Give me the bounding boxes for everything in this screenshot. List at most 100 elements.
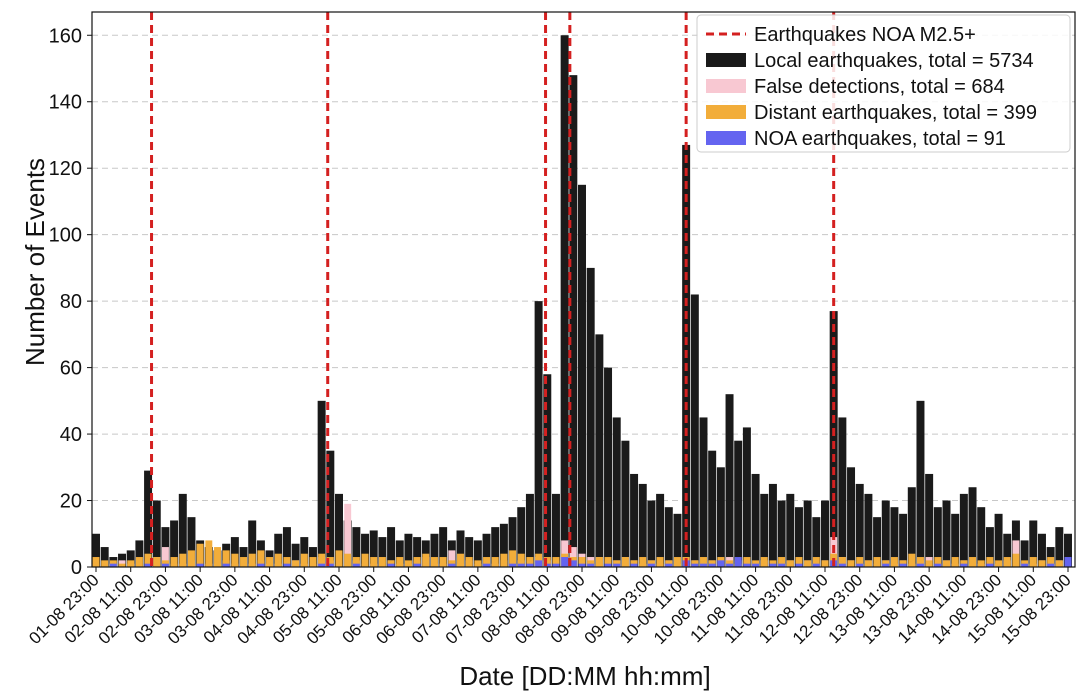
bar [986,563,994,567]
bar [934,563,942,567]
bar [482,533,491,567]
bar [994,513,1003,567]
bar [700,557,707,567]
bar [135,540,144,567]
bar [856,563,864,567]
bar [144,563,152,567]
bar [899,563,907,567]
bar [890,557,898,567]
y-tick-label: 40 [60,424,82,446]
bar [500,553,508,567]
bar [942,500,951,567]
legend-box [696,14,1071,153]
bar [551,493,560,567]
bar [925,560,933,567]
bar [170,557,178,567]
bar [604,563,612,567]
bar [413,563,421,567]
bar [700,563,707,567]
bar [508,517,517,567]
bar [804,560,812,567]
bar [257,550,265,567]
bar [778,557,786,567]
legend: Earthquakes NOA M2.5+ Local earthquakes, … [696,14,1071,153]
bar [283,557,291,567]
bar [100,547,109,567]
bar [413,537,422,567]
bar [621,440,630,567]
bar [517,507,526,567]
y-axis-label: Number of Events [20,158,50,366]
bar [613,563,621,567]
bar [396,557,404,567]
bar [483,557,491,567]
bar [92,533,100,567]
bar [1064,557,1072,567]
bar [257,563,265,567]
bar [526,557,534,567]
bar [812,563,820,567]
bar [344,553,352,567]
bar [1055,560,1063,567]
bar [448,563,456,567]
bar [899,513,908,567]
bar [977,560,985,567]
bar [135,557,143,567]
bar [907,487,916,567]
bar [569,560,577,567]
bar [760,493,769,567]
bar [326,563,334,567]
bar [300,553,308,567]
bar [248,520,257,567]
bar [1012,553,1020,567]
bar [473,540,482,567]
bar [1046,547,1055,567]
bar [1020,540,1029,567]
bar [1047,563,1055,567]
bar [370,557,378,567]
bar [118,563,126,567]
bar [378,557,386,567]
bar [439,557,447,567]
bar [308,547,317,567]
bar [716,467,725,567]
bar [569,547,577,567]
legend-swatch [706,131,746,145]
bar [552,563,560,567]
bar [196,543,204,567]
bar [387,527,396,567]
bar [864,493,873,567]
bar [266,557,274,567]
bar [421,540,430,567]
bar [838,563,846,567]
bar [509,550,517,567]
bar [561,557,569,567]
bar [864,560,872,567]
bar [178,493,187,567]
y-tick-label: 60 [60,358,82,380]
bar [995,560,1003,567]
bar [881,500,890,567]
bar [413,557,421,567]
bar [734,440,743,567]
bar [977,507,986,567]
bar [239,547,248,567]
bar [240,557,248,567]
bar [786,493,795,567]
bar [664,507,673,567]
bar [300,537,309,567]
bar [882,563,890,567]
bar [847,560,855,567]
bar [734,557,742,567]
bar [109,563,117,567]
bar [291,543,300,567]
bar [1037,533,1046,567]
bar [126,550,135,567]
bar [170,520,179,567]
bar [474,560,482,567]
bar [795,557,803,567]
bar [752,563,760,567]
bar [916,563,924,567]
bar [587,563,595,567]
legend-label: NOA earthquakes, total = 91 [754,128,1006,150]
